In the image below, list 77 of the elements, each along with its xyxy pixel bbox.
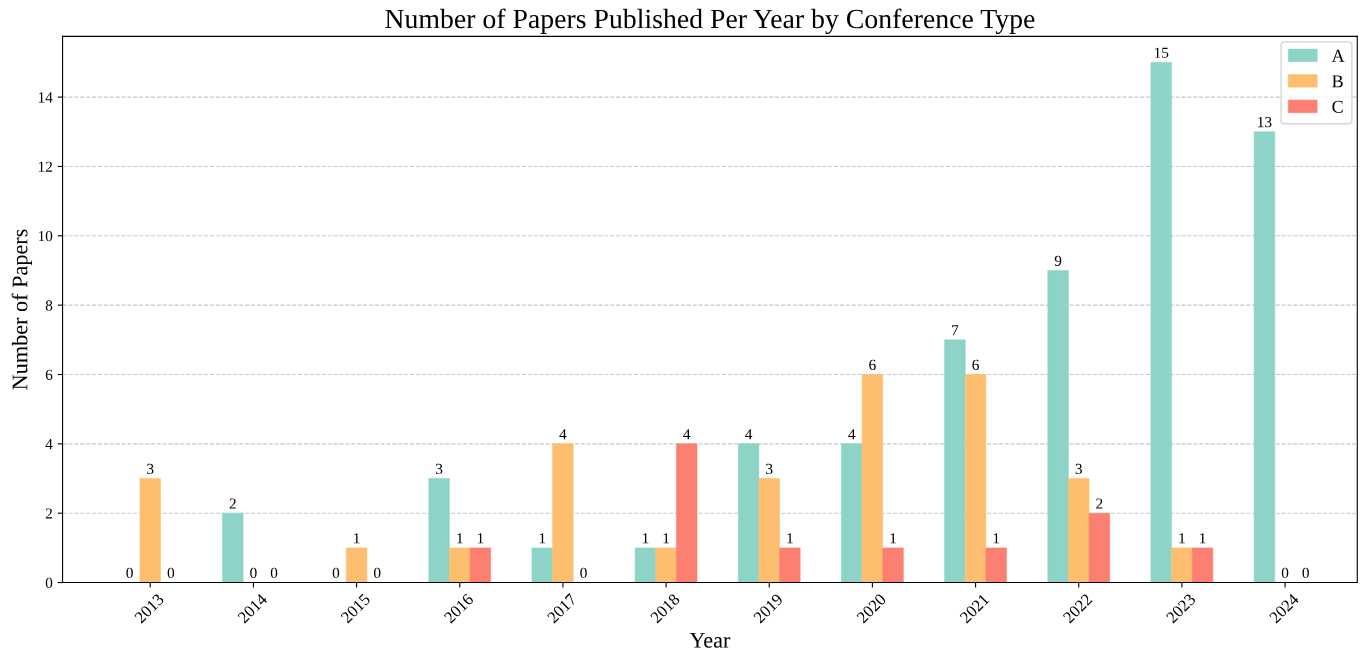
data-label: 4 [745, 429, 753, 440]
data-label: 1 [457, 533, 463, 544]
data-label: 1 [1200, 533, 1206, 544]
bar [1088, 512, 1110, 583]
data-label: 1 [477, 533, 484, 544]
data-label: 1 [787, 533, 793, 544]
bar [1047, 270, 1069, 583]
bar [531, 547, 553, 583]
legend-label: A [1331, 49, 1345, 62]
bar [139, 478, 161, 583]
data-label: 1 [1179, 533, 1185, 544]
data-label: 1 [993, 533, 1000, 544]
data-label: 0 [1302, 567, 1309, 579]
bar [634, 547, 657, 583]
bar [1253, 131, 1276, 583]
data-label: 0 [250, 567, 257, 579]
bar [655, 547, 677, 583]
bar [861, 374, 883, 583]
data-label: 0 [270, 567, 278, 579]
bar [449, 547, 471, 583]
data-label: 0 [167, 567, 175, 579]
bar [944, 339, 966, 583]
y-tick-label: 6 [45, 369, 53, 380]
data-label: 3 [1075, 463, 1082, 475]
data-label: 2 [229, 498, 236, 509]
data-label: 2 [1096, 498, 1103, 509]
bar [552, 443, 574, 583]
data-label: 0 [373, 567, 381, 579]
data-label: 1 [539, 533, 546, 544]
data-label: 1 [663, 533, 669, 544]
bar [882, 547, 904, 583]
bar [964, 374, 987, 583]
data-label: 13 [1258, 117, 1272, 128]
y-tick-label: 12 [38, 161, 52, 172]
bar [345, 547, 368, 583]
data-label: 4 [559, 429, 567, 440]
data-label: 1 [354, 533, 360, 544]
y-tick-label: 2 [45, 508, 52, 519]
data-label: 15 [1154, 47, 1169, 58]
bar [1191, 547, 1214, 583]
data-label: 1 [890, 533, 896, 544]
y-tick-label: 8 [45, 300, 53, 311]
bar [985, 547, 1007, 583]
y-axis-title: Number of Papers [11, 229, 32, 390]
data-label: 0 [332, 567, 340, 579]
bar [1171, 547, 1193, 583]
legend-label: B [1332, 75, 1343, 88]
bar [779, 547, 801, 583]
data-label: 4 [848, 429, 856, 440]
data-label: 0 [1281, 567, 1289, 579]
bar [469, 547, 491, 583]
data-label: 7 [952, 325, 959, 336]
data-label: 1 [642, 533, 649, 544]
data-label: 3 [147, 463, 154, 475]
bar [676, 443, 698, 583]
data-label: 6 [869, 359, 876, 371]
bar [428, 478, 450, 583]
data-label: 6 [972, 359, 979, 371]
y-tick-label: 14 [38, 92, 53, 103]
data-label: 0 [580, 567, 587, 579]
y-tick-label: 10 [38, 230, 53, 242]
bar [1068, 478, 1090, 583]
chart-title: Number of Papers Published Per Year by Conference Type [385, 8, 1035, 35]
data-label: 0 [126, 567, 133, 579]
bar [841, 443, 863, 583]
y-tick-label: 4 [45, 439, 53, 450]
data-label: 3 [766, 463, 773, 475]
bar [758, 478, 780, 583]
data-label: 3 [436, 463, 443, 475]
data-label: 4 [683, 429, 691, 440]
legend-label: C [1332, 100, 1343, 113]
bar [1150, 62, 1172, 583]
x-axis-title: Year [689, 632, 731, 648]
bar [738, 443, 760, 583]
y-tick-label: 0 [45, 577, 53, 589]
bar [222, 512, 244, 583]
data-label: 9 [1054, 255, 1062, 266]
